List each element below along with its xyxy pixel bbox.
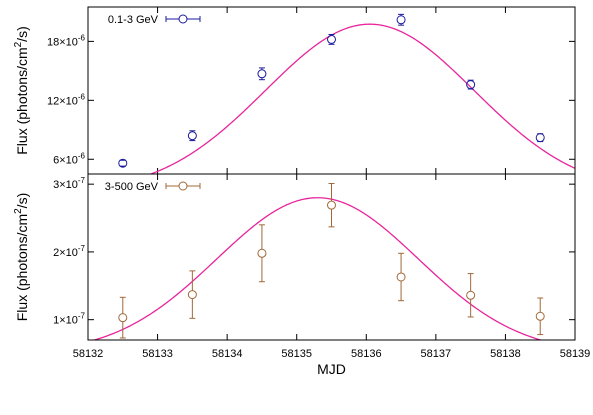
- legend-marker: [178, 14, 188, 24]
- legend-label: 3-500 GeV: [105, 181, 159, 193]
- plot-frame: [87, 6, 576, 175]
- y-axis-label: Flux (photons/cm2/s): [13, 26, 30, 155]
- data-point: [466, 273, 476, 318]
- plot-frame: [87, 173, 576, 341]
- data-marker: [396, 15, 406, 25]
- data-marker: [327, 34, 336, 44]
- y-tick-label: 12×10-6: [47, 92, 86, 107]
- data-point: [327, 182, 336, 228]
- data-marker: [257, 69, 267, 79]
- panel-1: 6×10-6 12×10-6 18×10-6 Flux (photons/cm2/s)…: [13, 6, 576, 175]
- x-tick-label: 58135: [281, 348, 312, 360]
- data-marker: [257, 248, 267, 258]
- data-marker: [187, 131, 197, 141]
- x-axis-label: MJD: [317, 361, 346, 377]
- data-marker: [466, 290, 476, 300]
- x-tick-label: 58133: [142, 348, 173, 360]
- data-point: [118, 296, 128, 339]
- data-point: [257, 67, 267, 81]
- data-point: [187, 130, 197, 142]
- x-tick-label: 58138: [490, 348, 521, 360]
- legend-symbol: [165, 181, 201, 191]
- x-tick-label: 58137: [421, 348, 452, 360]
- data-marker: [466, 80, 476, 90]
- x-tick-label: 58134: [212, 348, 243, 360]
- data-point: [257, 224, 267, 283]
- data-point: [535, 297, 545, 336]
- data-point: [396, 252, 406, 302]
- x-tick-label: 58132: [73, 348, 104, 360]
- y-tick-label: 1×10-7: [53, 312, 85, 327]
- x-tick-label: 58136: [351, 348, 382, 360]
- data-marker: [396, 272, 406, 282]
- data-point: [396, 13, 406, 26]
- data-point: [118, 158, 128, 168]
- data-point: [466, 79, 476, 90]
- legend-marker: [178, 181, 188, 191]
- data-marker: [535, 311, 545, 321]
- data-point: [327, 34, 336, 45]
- x-tick-label: 58139: [560, 348, 591, 360]
- y-tick-label: 6×10-6: [53, 151, 85, 166]
- y-axis-label: Flux (photons/cm2/s): [13, 193, 30, 322]
- y-tick-label: 3×10-7: [53, 176, 85, 191]
- data-marker: [535, 133, 545, 143]
- y-tick-label: 2×10-7: [53, 244, 85, 259]
- data-point: [535, 133, 545, 143]
- legend-symbol: [165, 14, 201, 24]
- panel-2: 1×10-7 2×10-7 3×10-7 Flux (photons/cm2/s) 3-…: [13, 173, 576, 341]
- data-marker: [187, 290, 197, 300]
- data-marker: [327, 200, 336, 210]
- fit-curve: [148, 23, 575, 174]
- legend-label: 0.1-3 GeV: [108, 14, 159, 26]
- data-marker: [118, 158, 128, 168]
- y-tick-label: 18×10-6: [47, 33, 86, 48]
- data-marker: [118, 313, 128, 323]
- data-point: [187, 270, 197, 319]
